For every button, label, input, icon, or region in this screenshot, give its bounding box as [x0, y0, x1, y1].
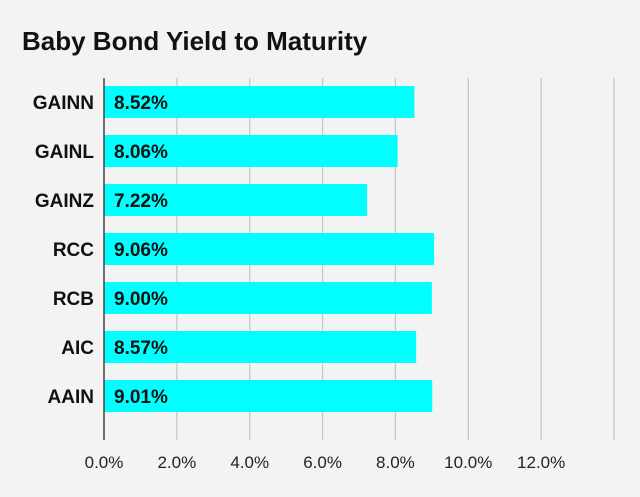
bar-rcc: [104, 233, 435, 265]
bar-aain: [104, 380, 433, 412]
category-label: GAINN: [33, 93, 94, 114]
data-label: 8.57%: [114, 338, 168, 359]
data-label: 8.06%: [114, 142, 168, 163]
bar-gainz: [104, 184, 368, 216]
x-tick-label: 4.0%: [230, 453, 269, 472]
x-tick-label: 12.0%: [517, 453, 565, 472]
category-label: RCC: [53, 240, 94, 261]
data-label: 9.00%: [114, 289, 168, 310]
x-tick-label: 10.0%: [444, 453, 492, 472]
category-label: AAIN: [48, 387, 94, 408]
bar-rcb: [104, 282, 432, 314]
x-tick-label: 0.0%: [85, 453, 124, 472]
bar-gainl: [104, 135, 398, 167]
bars: [104, 86, 435, 412]
bar-gainn: [104, 86, 415, 118]
data-label: 7.22%: [114, 191, 168, 212]
x-tick-label: 2.0%: [157, 453, 196, 472]
data-label: 8.52%: [114, 93, 168, 114]
category-label: RCB: [53, 289, 94, 310]
labels: GAINN 8.52% GAINL 8.06% GAINZ 7.22% RCC 9.06% RC…: [33, 93, 565, 472]
category-label: AIC: [61, 338, 94, 359]
data-label: 9.06%: [114, 240, 168, 261]
bar-aic: [104, 331, 417, 363]
category-label: GAINL: [35, 142, 95, 163]
category-label: GAINZ: [35, 191, 95, 212]
x-tick-label: 6.0%: [303, 453, 342, 472]
chart-title: Baby Bond Yield to Maturity: [22, 26, 368, 56]
data-label: 9.01%: [114, 387, 168, 408]
x-tick-label: 8.0%: [376, 453, 415, 472]
